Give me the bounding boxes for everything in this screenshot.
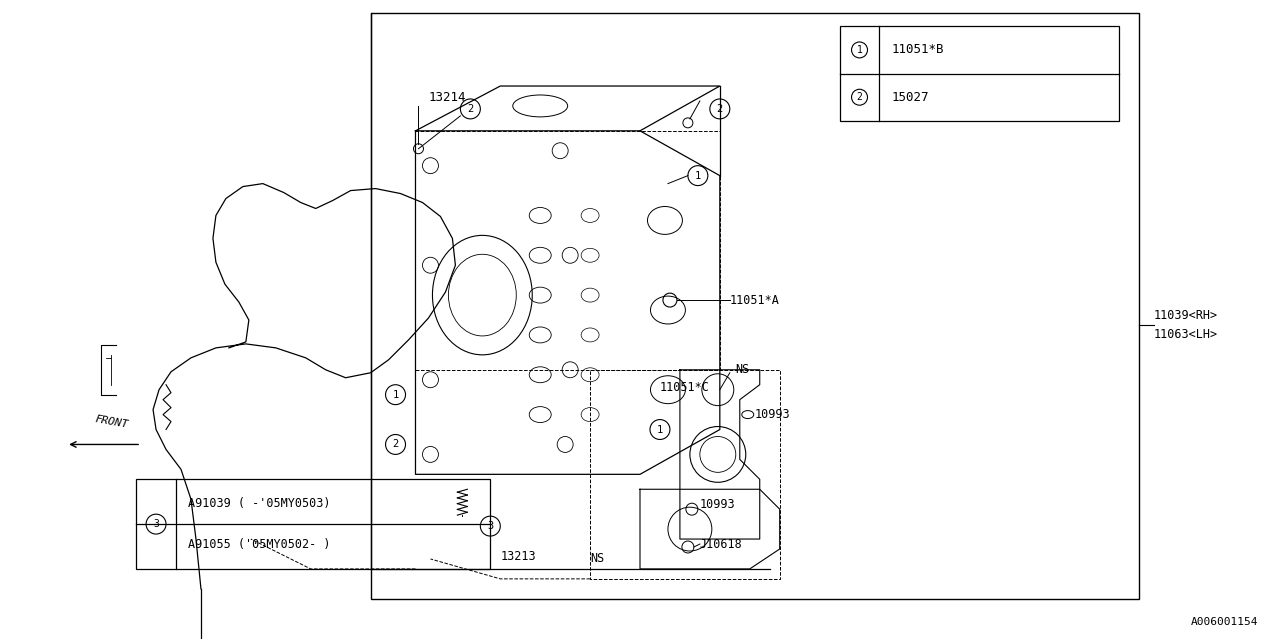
Text: A91039 ( -'05MY0503): A91039 ( -'05MY0503) — [188, 497, 330, 510]
Text: 11063<LH>: 11063<LH> — [1153, 328, 1219, 341]
Text: 13213: 13213 — [500, 550, 536, 563]
Text: A91055 ('05MY0502- ): A91055 ('05MY0502- ) — [188, 538, 330, 551]
Text: 11051*C: 11051*C — [660, 381, 710, 394]
Text: J10618: J10618 — [700, 538, 742, 550]
Text: FRONT: FRONT — [93, 414, 128, 429]
Text: 2: 2 — [856, 92, 863, 102]
Text: NS: NS — [735, 364, 749, 376]
Text: 3: 3 — [154, 519, 159, 529]
Text: 10993: 10993 — [755, 408, 790, 421]
Text: 1: 1 — [657, 424, 663, 435]
Text: 2: 2 — [467, 104, 474, 114]
Text: A006001154: A006001154 — [1192, 617, 1258, 627]
Text: 13214: 13214 — [429, 92, 466, 104]
Text: 2: 2 — [717, 104, 723, 114]
Text: 3: 3 — [488, 521, 494, 531]
Bar — [840, 26, 1119, 121]
Text: 1: 1 — [695, 171, 701, 180]
Bar — [136, 479, 490, 569]
Text: 1: 1 — [393, 390, 398, 399]
Text: NS: NS — [590, 552, 604, 566]
Text: 15027: 15027 — [891, 91, 929, 104]
Text: 11051*B: 11051*B — [891, 44, 943, 56]
Bar — [371, 13, 1139, 599]
Text: 2: 2 — [393, 440, 398, 449]
Text: 11051*A: 11051*A — [730, 294, 780, 307]
Text: 1: 1 — [856, 45, 863, 55]
Text: 10993: 10993 — [700, 498, 736, 511]
Text: 11039<RH>: 11039<RH> — [1153, 308, 1219, 321]
